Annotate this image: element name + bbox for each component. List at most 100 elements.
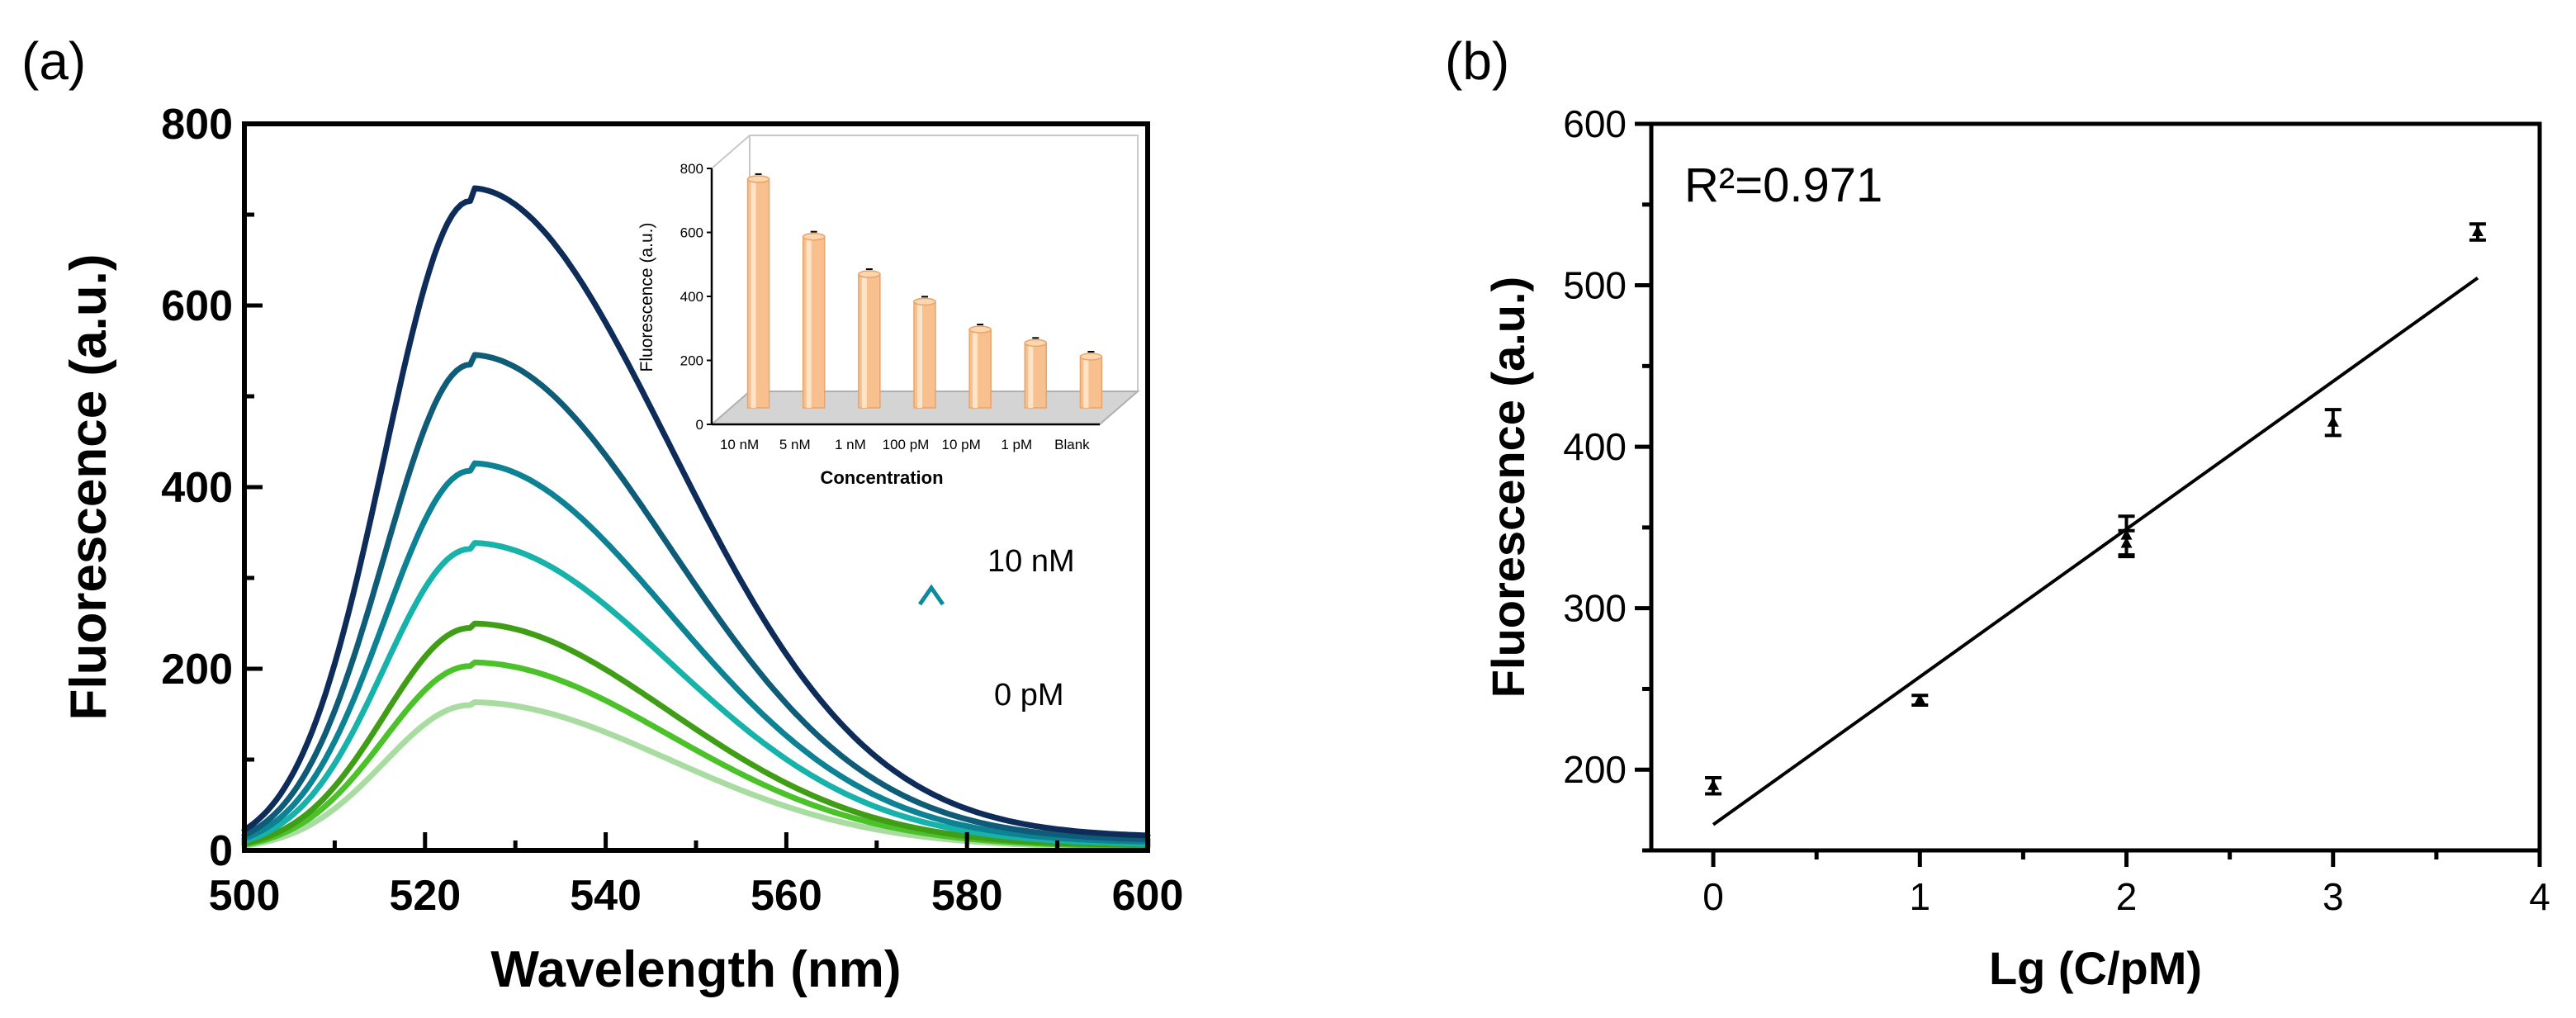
panel-a-x-tick-label: 580 (931, 872, 1003, 920)
panel-a-x-tick-label: 560 (751, 872, 822, 920)
panel-a-y-axis-title: Fluorescence (a.u.) (60, 253, 117, 720)
panel-b-y-tick-label: 200 (1563, 748, 1627, 791)
inset-bar-top (1024, 339, 1048, 348)
panel-a-y-tick-label: 400 (161, 464, 233, 512)
inset-bar-highlight (917, 301, 922, 408)
inset-bars (746, 173, 1103, 409)
spectrum-line-6 (241, 185, 1151, 839)
inset-x-tick-label: 10 nM (720, 437, 759, 452)
inset-bar (913, 296, 936, 409)
panel-a-x-tick-label: 500 (209, 872, 281, 920)
panel-b-axis-frame (1649, 121, 2542, 853)
point-marker (2327, 415, 2339, 427)
panel-b-y-tick-label: 400 (1563, 425, 1627, 468)
panel-a-y-tick-label: 0 (209, 827, 233, 875)
panel-b-x-axis-title: Lg (C/pM) (1989, 942, 2202, 994)
point-marker (2471, 225, 2484, 237)
panel-b-points (1705, 222, 2486, 796)
inset-bar-body (802, 235, 826, 409)
panel-a-y-tick-label: 600 (161, 282, 233, 330)
panel-a-x-axis-title: Wavelength (nm) (490, 941, 901, 998)
panel-a-x-tick-label: 520 (389, 872, 461, 920)
point-marker (2120, 537, 2133, 548)
spectrum-line-5 (241, 352, 1151, 842)
inset-x-tick-label: 10 pM (942, 437, 981, 452)
inset-bar-highlight (806, 236, 812, 408)
data-point (2469, 222, 2486, 242)
inset-bar-top (802, 232, 826, 241)
inset-y-tick-label: 600 (680, 225, 703, 241)
inset-bar-highlight (861, 274, 867, 408)
panel-b-x-tick-label: 0 (1702, 875, 1724, 918)
annotation-top-concentration: 10 nM (987, 544, 1075, 579)
data-point (1911, 694, 1929, 707)
panel-a-label: (a) (21, 31, 86, 91)
inset-bar-body (858, 273, 881, 409)
inset-bar-body (746, 178, 770, 409)
inset-bar-body (968, 329, 992, 409)
inset-bar (802, 230, 826, 409)
panel-b-x-tick-label: 1 (1910, 875, 1931, 918)
data-point (2118, 528, 2135, 559)
panel-b-x-ticks: 0 1 2 3 4 (1702, 850, 2550, 918)
inset-y-tick-label: 400 (680, 289, 703, 305)
inset-bar (1024, 337, 1048, 409)
panel-b-x-tick-label: 4 (2529, 875, 2550, 918)
inset-bar-highlight (1028, 343, 1034, 408)
panel-b-y-tick-label: 600 (1563, 102, 1627, 145)
inset-x-axis-title: Concentration (820, 467, 943, 488)
annotation-bottom-concentration: 0 pM (994, 678, 1063, 713)
panel-b-y-tick-label: 300 (1563, 587, 1627, 630)
inset-x-tick-label: Blank (1054, 437, 1090, 452)
inset-bar-chart: 0 200 400 600 800 10 nM 5 nM 1 nM 100 pM 10 pM 1 … (637, 135, 1140, 488)
r-squared-label: R²=0.971 (1684, 159, 1882, 212)
panel-b-y-ticks: 200 300 400 500 600 (1563, 102, 1651, 853)
inset-y-tick-label: 200 (680, 353, 703, 369)
panel-b-y-tick-label: 500 (1563, 264, 1627, 307)
inset-bar (858, 268, 881, 409)
data-point (2324, 408, 2342, 438)
panel-a-x-tick-label: 540 (570, 872, 642, 920)
inset-x-ticks: 10 nM 5 nM 1 nM 100 pM 10 pM 1 pM Blank (720, 437, 1090, 452)
inset-x-tick-label: 1 pM (1001, 437, 1032, 452)
panel-a: (a) 500 520 540 560 580 600 0 200 400 600 800 Wav… (21, 31, 1183, 998)
panel-b-label: (b) (1445, 31, 1509, 91)
panel-a-y-tick-label: 200 (161, 646, 233, 694)
point-marker (1914, 694, 1926, 705)
inset-bar-top (1079, 353, 1103, 361)
panel-a-y-ticks: 0 200 400 600 800 (161, 101, 263, 875)
panel-a-x-ticks: 500 520 540 560 580 600 (209, 832, 1184, 920)
panel-a-y-tick-label: 800 (161, 101, 233, 149)
inset-x-tick-label: 100 pM (883, 437, 930, 452)
panel-a-x-tick-label: 600 (1112, 872, 1184, 920)
panel-b-y-axis-title: Fluorescence (a.u.) (1482, 277, 1534, 698)
arrow-up-icon (917, 584, 945, 667)
panel-b: (b) 0 1 2 3 4 200 300 400 500 600 R²=0.971 Lg (C… (1445, 31, 2550, 994)
inset-left-wall-edge (711, 135, 751, 169)
inset-bar-body (1079, 356, 1103, 409)
inset-bar-highlight (973, 329, 978, 408)
inset-bar-body (913, 301, 936, 409)
inset-y-tick-label: 800 (680, 161, 703, 177)
inset-bar-body (1024, 342, 1048, 409)
inset-y-tick-label: 0 (696, 417, 703, 433)
panel-a-curves (241, 185, 1151, 850)
inset-x-tick-label: 5 nM (779, 437, 811, 452)
inset-bar (746, 173, 770, 409)
inset-bar-highlight (1083, 357, 1089, 408)
inset-bar-top (968, 325, 992, 334)
panel-b-x-tick-label: 2 (2116, 875, 2138, 918)
inset-bar (1079, 351, 1103, 409)
inset-y-axis-title: Fluorescence (a.u.) (637, 223, 656, 372)
inset-bar-highlight (751, 178, 756, 408)
inset-bar-top (913, 297, 936, 306)
inset-y-ticks: 0 200 400 600 800 (680, 161, 712, 433)
inset-x-tick-label: 1 nM (835, 437, 866, 452)
spectrum-line-3 (241, 540, 1151, 847)
spectrum-line-4 (241, 460, 1151, 845)
data-point (1705, 776, 1722, 796)
inset-bar-top (858, 270, 881, 278)
inset-bar (968, 324, 992, 409)
spectrum-line-2 (241, 620, 1151, 849)
